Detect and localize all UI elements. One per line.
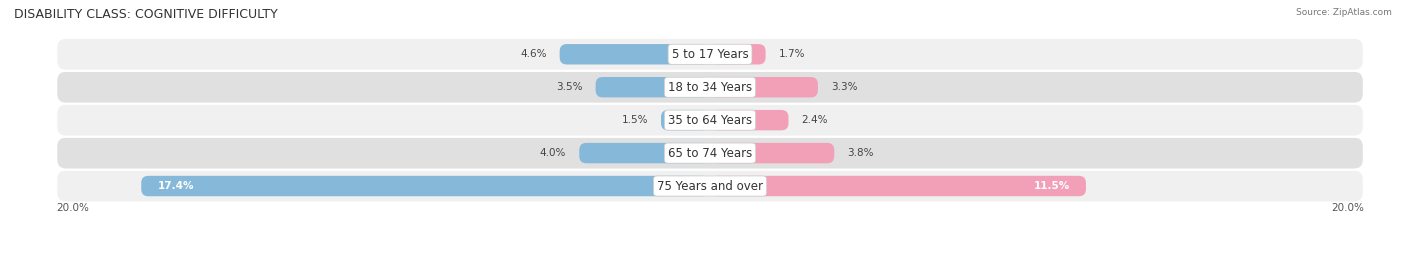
- FancyBboxPatch shape: [596, 77, 710, 97]
- Text: 1.5%: 1.5%: [621, 115, 648, 125]
- FancyBboxPatch shape: [56, 104, 1364, 137]
- Text: Source: ZipAtlas.com: Source: ZipAtlas.com: [1296, 8, 1392, 17]
- FancyBboxPatch shape: [710, 176, 1085, 196]
- FancyBboxPatch shape: [710, 110, 789, 130]
- FancyBboxPatch shape: [56, 137, 1364, 170]
- FancyBboxPatch shape: [141, 176, 710, 196]
- Text: 20.0%: 20.0%: [1331, 203, 1364, 213]
- Text: 11.5%: 11.5%: [1033, 181, 1070, 191]
- Text: 18 to 34 Years: 18 to 34 Years: [668, 81, 752, 94]
- FancyBboxPatch shape: [56, 170, 1364, 202]
- Text: 3.5%: 3.5%: [555, 82, 582, 92]
- Text: 3.8%: 3.8%: [848, 148, 873, 158]
- Text: DISABILITY CLASS: COGNITIVE DIFFICULTY: DISABILITY CLASS: COGNITIVE DIFFICULTY: [14, 8, 278, 21]
- Text: 3.3%: 3.3%: [831, 82, 858, 92]
- Text: 4.0%: 4.0%: [540, 148, 567, 158]
- Text: 75 Years and over: 75 Years and over: [657, 180, 763, 193]
- FancyBboxPatch shape: [661, 110, 710, 130]
- Text: 1.7%: 1.7%: [779, 49, 806, 59]
- FancyBboxPatch shape: [579, 143, 710, 163]
- Text: 5 to 17 Years: 5 to 17 Years: [672, 48, 748, 61]
- FancyBboxPatch shape: [710, 44, 766, 65]
- FancyBboxPatch shape: [710, 77, 818, 97]
- FancyBboxPatch shape: [560, 44, 710, 65]
- Text: 20.0%: 20.0%: [56, 203, 89, 213]
- Text: 35 to 64 Years: 35 to 64 Years: [668, 114, 752, 127]
- Legend: Male, Female: Male, Female: [657, 269, 763, 270]
- FancyBboxPatch shape: [56, 38, 1364, 71]
- FancyBboxPatch shape: [56, 71, 1364, 104]
- Text: 17.4%: 17.4%: [157, 181, 194, 191]
- FancyBboxPatch shape: [710, 143, 834, 163]
- Text: 2.4%: 2.4%: [801, 115, 828, 125]
- Text: 4.6%: 4.6%: [520, 49, 547, 59]
- Text: 65 to 74 Years: 65 to 74 Years: [668, 147, 752, 160]
